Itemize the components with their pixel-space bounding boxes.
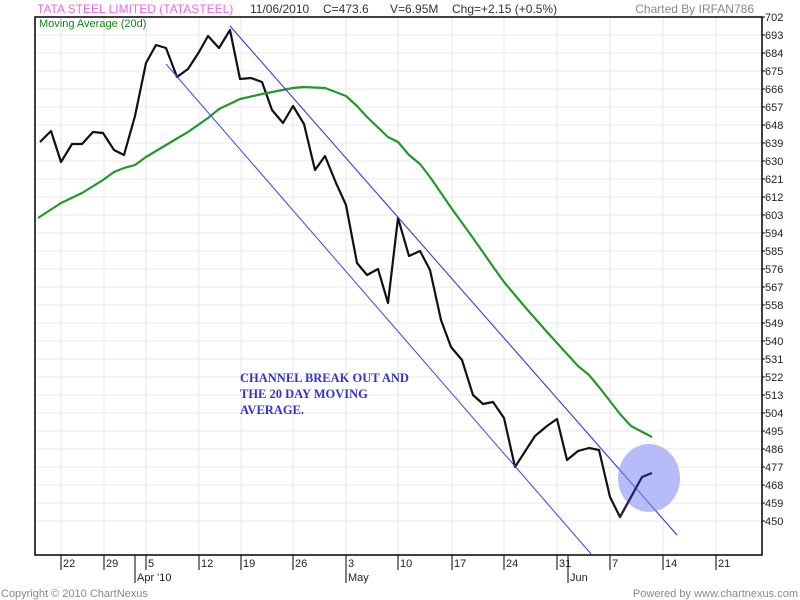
y-tick-label: 603	[765, 210, 783, 222]
month-label: Jun	[570, 572, 588, 584]
y-tick-label: 540	[765, 336, 783, 348]
copyright: Copyright © 2010 ChartNexus	[1, 588, 148, 600]
y-tick-label: 675	[765, 66, 783, 78]
powered-by: Powered by www.chartnexus.com	[632, 588, 798, 600]
y-tick-label: 513	[765, 390, 783, 402]
y-tick-label: 639	[765, 138, 783, 150]
y-tick-label: 459	[765, 498, 783, 510]
x-tick-label: 21	[718, 558, 730, 570]
price-line-tail	[619, 471, 653, 518]
y-tick-label: 648	[765, 120, 783, 132]
chart-date: 11/06/2010	[250, 2, 310, 16]
x-tick-label: 12	[201, 558, 213, 570]
x-tick-label: 17	[454, 558, 466, 570]
price-line	[39, 28, 653, 519]
x-tick-label: 10	[400, 558, 412, 570]
y-tick-label: 621	[765, 174, 783, 186]
charted-by: Charted By IRFAN786	[635, 2, 754, 16]
y-tick-label: 549	[765, 318, 783, 330]
y-tick-label: 558	[765, 300, 783, 312]
annotation-text: CHANNEL BREAK OUT AND THE 20 DAY MOVING …	[240, 371, 409, 417]
chart-title: TATA STEEL LIMITED (TATASTEEL)	[37, 2, 234, 16]
y-tick-label: 576	[765, 264, 783, 276]
breakout-highlight	[618, 444, 680, 512]
x-tick-label: 7	[612, 558, 618, 570]
y-tick-label: 702	[765, 12, 783, 24]
y-axis: 702 693 684 675 666 657 648 639 630 621 612 603 594 5…	[762, 12, 783, 528]
price-change: Chg=+2.15 (+0.5%)	[452, 2, 558, 16]
x-tick-label: 19	[243, 558, 255, 570]
y-tick-label: 657	[765, 102, 783, 114]
month-label: May	[348, 572, 369, 584]
y-tick-label: 468	[765, 480, 783, 492]
y-tick-label: 693	[765, 30, 783, 42]
month-label: Apr '10	[137, 572, 172, 584]
close-price: C=473.6	[323, 2, 369, 16]
y-tick-label: 504	[765, 408, 783, 420]
y-tick-label: 477	[765, 462, 783, 474]
x-tick-label: 26	[295, 558, 307, 570]
x-tick-label: 14	[665, 558, 677, 570]
y-tick-label: 684	[765, 48, 783, 60]
x-tick-label: 5	[148, 558, 154, 570]
y-tick-label: 585	[765, 246, 783, 258]
x-tick-label: 29	[106, 558, 118, 570]
channel-line-overlay	[229, 25, 678, 536]
channel-line	[165, 63, 593, 556]
y-tick-label: 531	[765, 354, 783, 366]
ma-legend: Moving Average (20d)	[39, 18, 147, 30]
x-axis: 22 29 5 12 19 26 3 10 17 24 31 7 14 21 Apr '10 May Jun	[60, 555, 730, 584]
x-tick-label: 22	[63, 558, 75, 570]
moving-average-line	[37, 85, 653, 438]
y-tick-label: 594	[765, 228, 783, 240]
y-tick-label: 495	[765, 426, 783, 438]
volume: V=6.95M	[390, 2, 439, 16]
y-tick-label: 522	[765, 372, 783, 384]
y-tick-label: 666	[765, 84, 783, 96]
y-tick-label: 567	[765, 282, 783, 294]
y-tick-label: 486	[765, 444, 783, 456]
y-tick-label: 612	[765, 192, 783, 204]
x-tick-label: 24	[506, 558, 518, 570]
y-tick-label: 630	[765, 156, 783, 168]
series-layer	[37, 25, 678, 556]
x-tick-label: 3	[348, 558, 354, 570]
y-tick-label: 450	[765, 516, 783, 528]
x-tick-label: 31	[559, 558, 571, 570]
